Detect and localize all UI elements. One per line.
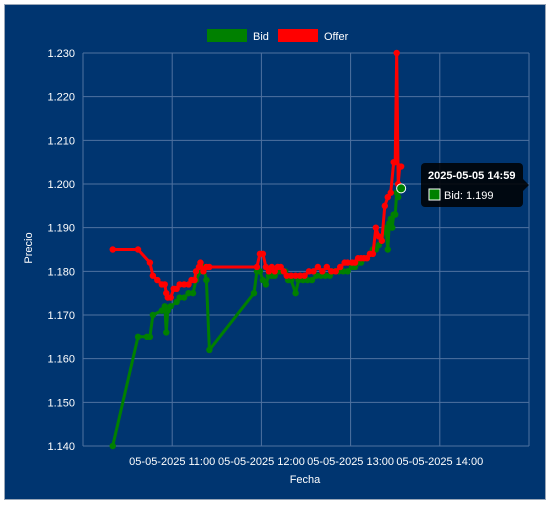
- data-point-offer[interactable]: [197, 259, 204, 266]
- data-point-bid[interactable]: [149, 311, 157, 319]
- data-point-offer[interactable]: [397, 163, 405, 170]
- y-tick-label: 1.180: [47, 266, 75, 278]
- y-tick-label: 1.220: [47, 92, 75, 104]
- tooltip-label: Bid: 1.199: [444, 190, 494, 202]
- data-point-offer[interactable]: [283, 272, 290, 279]
- data-point-bid[interactable]: [189, 289, 197, 297]
- data-point-offer[interactable]: [292, 272, 299, 279]
- legend-swatch: [207, 29, 247, 42]
- data-point-offer[interactable]: [372, 224, 380, 231]
- tooltip-box: [421, 163, 523, 207]
- data-point-bid[interactable]: [383, 228, 390, 236]
- data-point-bid[interactable]: [392, 211, 399, 218]
- series-layer: [109, 49, 405, 450]
- data-point-offer[interactable]: [167, 294, 174, 301]
- series-offer: [109, 49, 405, 301]
- data-point-bid[interactable]: [250, 289, 258, 297]
- series-line-bid: [111, 186, 402, 447]
- x-tick-label: 05-05-2025 11:00: [129, 456, 215, 468]
- highlighted-point[interactable]: [396, 183, 407, 194]
- tooltip-swatch: [428, 188, 441, 201]
- y-tick-label: 1.200: [47, 179, 75, 191]
- data-point-offer[interactable]: [319, 268, 326, 275]
- data-point-offer[interactable]: [393, 49, 400, 57]
- data-point-offer[interactable]: [301, 272, 308, 279]
- y-tick-label: 1.160: [47, 354, 75, 366]
- legend-swatch: [278, 29, 318, 42]
- data-point-offer[interactable]: [387, 189, 394, 196]
- x-axis-title: Fecha: [290, 474, 321, 486]
- data-point-offer[interactable]: [161, 281, 168, 288]
- data-point-bid[interactable]: [180, 294, 188, 301]
- legend: Bid Offer: [207, 29, 349, 43]
- data-point-bid[interactable]: [344, 268, 351, 275]
- data-point-offer[interactable]: [149, 272, 157, 279]
- legend-item-bid[interactable]: Bid: [207, 29, 269, 43]
- chart-frame: 1.140 1.150 1.160 1.170 1.180 1.190 1.200 1.210…: [4, 4, 546, 500]
- data-point-offer[interactable]: [154, 276, 161, 284]
- data-point-offer[interactable]: [310, 268, 317, 275]
- data-point-offer[interactable]: [314, 263, 322, 271]
- data-point-offer[interactable]: [305, 268, 313, 275]
- data-point-bid[interactable]: [134, 333, 142, 341]
- legend-label: Bid: [253, 31, 269, 43]
- data-point-offer[interactable]: [378, 237, 386, 244]
- data-point-offer[interactable]: [134, 246, 142, 253]
- data-point-offer[interactable]: [323, 263, 331, 271]
- x-tick-label: 05-05-2025 13:00: [307, 456, 394, 468]
- data-point-bid[interactable]: [203, 276, 210, 284]
- data-point-offer[interactable]: [180, 281, 188, 288]
- data-point-bid[interactable]: [389, 224, 396, 231]
- y-tick-label: 1.230: [47, 48, 75, 60]
- x-axis-ticks: 05-05-2025 11:00 05-05-2025 12:00 05-05-20…: [129, 456, 483, 468]
- y-axis-title: Precio: [23, 232, 35, 263]
- x-tick-label: 05-05-2025 12:00: [218, 456, 305, 468]
- data-point-bid[interactable]: [109, 442, 116, 450]
- data-point-bid[interactable]: [394, 193, 402, 201]
- grid-lines: [82, 52, 530, 447]
- data-point-offer[interactable]: [206, 263, 213, 271]
- data-point-offer[interactable]: [381, 202, 388, 210]
- y-tick-label: 1.210: [47, 135, 75, 147]
- data-point-offer[interactable]: [332, 268, 339, 275]
- data-point-bid[interactable]: [185, 289, 192, 297]
- data-point-bid[interactable]: [167, 303, 174, 310]
- data-point-bid[interactable]: [262, 281, 270, 288]
- data-point-offer[interactable]: [296, 272, 304, 279]
- tooltip: 2025-05-05 14:59 Bid: 1.199: [396, 163, 529, 207]
- legend-item-offer[interactable]: Offer: [278, 29, 349, 43]
- data-point-offer[interactable]: [259, 250, 267, 258]
- data-point-offer[interactable]: [191, 276, 198, 284]
- y-axis-ticks: 1.140 1.150 1.160 1.170 1.180 1.190 1.200 1.210…: [47, 48, 75, 453]
- data-point-offer[interactable]: [253, 263, 261, 271]
- data-point-offer[interactable]: [176, 281, 183, 288]
- tooltip-caret: [523, 179, 529, 191]
- x-tick-label: 05-05-2025 14:00: [396, 456, 483, 468]
- legend-label: Offer: [324, 31, 349, 43]
- data-point-offer[interactable]: [344, 259, 351, 266]
- data-point-offer[interactable]: [336, 263, 344, 271]
- tooltip-title: 2025-05-05 14:59: [428, 170, 515, 182]
- data-point-offer[interactable]: [287, 272, 295, 279]
- series-bid: [109, 185, 405, 450]
- data-point-offer[interactable]: [392, 158, 399, 166]
- data-point-offer[interactable]: [146, 259, 154, 266]
- data-point-bid[interactable]: [384, 246, 391, 253]
- price-chart: 1.140 1.150 1.160 1.170 1.180 1.190 1.200 1.210…: [23, 29, 530, 486]
- data-point-bid[interactable]: [163, 329, 170, 336]
- data-point-offer[interactable]: [369, 250, 377, 258]
- data-point-bid[interactable]: [206, 346, 213, 354]
- data-point-offer[interactable]: [109, 246, 116, 253]
- data-point-bid[interactable]: [292, 289, 299, 297]
- data-point-bid[interactable]: [176, 294, 183, 301]
- y-tick-label: 1.150: [47, 397, 75, 409]
- y-tick-label: 1.170: [47, 310, 75, 322]
- y-tick-label: 1.190: [47, 223, 75, 235]
- y-tick-label: 1.140: [47, 441, 75, 453]
- data-point-offer[interactable]: [328, 268, 335, 275]
- data-point-bid[interactable]: [308, 276, 316, 284]
- data-point-bid[interactable]: [146, 333, 154, 341]
